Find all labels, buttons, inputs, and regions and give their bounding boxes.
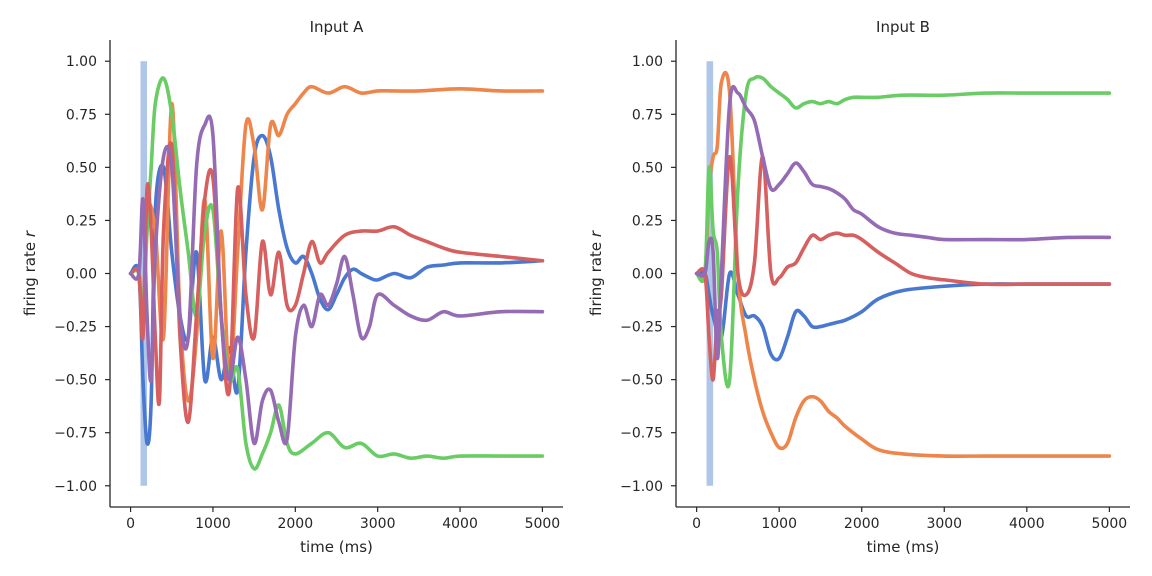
traces: [128, 76, 545, 471]
y-tick-label: 0.00: [66, 267, 97, 283]
x-ticks: 0 1000 2000 3000 4000 5000: [126, 507, 560, 532]
panel-input-a: Input A 0 1000 2000 3000 4000 5000 −1.00 −0.75…: [21, 18, 563, 556]
y-tick-label: 0.75: [66, 107, 97, 123]
y-tick-label: −1.00: [54, 479, 97, 495]
y-tick-label: −0.25: [54, 320, 97, 336]
y-axis-label-text: firing rate: [587, 237, 605, 316]
x-tick-label: 4000: [442, 516, 478, 532]
y-axis-label: firing rate r: [21, 230, 39, 316]
y-tick-label: 0.25: [66, 213, 97, 229]
x-tick-label: 3000: [926, 516, 962, 532]
y-tick-label: −0.50: [54, 373, 97, 389]
y-axis-label: firing rate r: [587, 230, 605, 316]
x-tick-label: 1000: [761, 516, 797, 532]
panel-input-b: Input B 0 1000 2000 3000 4000 5000 −1.00 −0.75…: [587, 18, 1130, 556]
stimulus-marker: [706, 61, 714, 486]
y-ticks: −1.00 −0.75 −0.50 −0.25 0.00 0.25 0.50 0.75 1.00: [54, 54, 110, 495]
x-tick-label: 4000: [1009, 516, 1045, 532]
series-line-5: [694, 85, 1112, 361]
x-tick-label: 1000: [195, 516, 231, 532]
y-tick-label: 0.75: [632, 107, 663, 123]
y-tick-label: 0.50: [66, 160, 97, 176]
series-line-2: [694, 70, 1112, 459]
x-tick-label: 5000: [1092, 516, 1128, 532]
series-line-3: [694, 74, 1112, 389]
y-tick-label: 0.00: [632, 267, 663, 283]
y-tick-label: 0.25: [632, 213, 663, 229]
y-tick-label: 1.00: [632, 54, 663, 70]
series-line-4: [128, 141, 545, 424]
x-tick-label: 3000: [360, 516, 396, 532]
stimulus-bar: [706, 61, 714, 486]
y-tick-label: −0.75: [620, 426, 663, 442]
panel-title: Input B: [876, 18, 930, 36]
series-line-2: [128, 84, 545, 403]
x-tick-label: 2000: [844, 516, 880, 532]
y-tick-label: 0.50: [632, 160, 663, 176]
y-tick-label: 1.00: [66, 54, 97, 70]
x-axis-label: time (ms): [867, 538, 940, 556]
x-tick-label: 0: [692, 516, 701, 532]
x-tick-label: 2000: [277, 516, 313, 532]
x-ticks: 0 1000 2000 3000 4000 5000: [692, 507, 1127, 532]
y-axis-label-text: firing rate: [21, 237, 39, 316]
series-line-4: [694, 154, 1112, 382]
panel-title: Input A: [310, 18, 365, 36]
y-tick-label: −0.50: [620, 373, 663, 389]
y-ticks: −1.00 −0.75 −0.50 −0.25 0.00 0.25 0.50 0.75 1.00: [620, 54, 676, 495]
y-axis-label-var: r: [587, 230, 605, 237]
y-tick-label: −0.75: [54, 426, 97, 442]
x-tick-label: 0: [126, 516, 135, 532]
series-line-1: [694, 270, 1112, 362]
series-line-5: [128, 114, 545, 446]
y-tick-label: −0.25: [620, 320, 663, 336]
x-tick-label: 5000: [525, 516, 561, 532]
y-tick-label: −1.00: [620, 479, 663, 495]
traces: [694, 70, 1112, 459]
y-axis-label-var: r: [21, 230, 39, 237]
series-line-3: [128, 76, 545, 471]
x-axis-label: time (ms): [300, 538, 373, 556]
